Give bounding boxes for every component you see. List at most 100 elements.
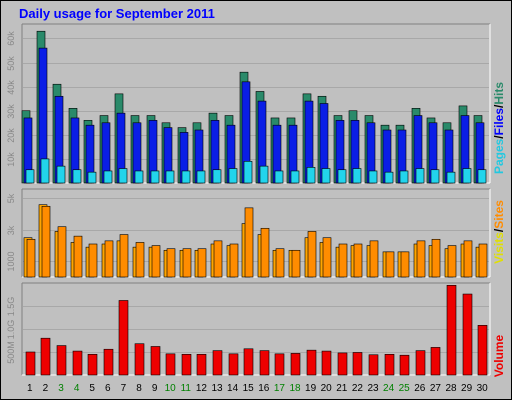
x-tick-label: 22 <box>352 383 364 394</box>
chart-title: Daily usage for September 2011 <box>19 6 215 21</box>
bar-sites <box>135 242 145 278</box>
bar-pages <box>430 169 440 184</box>
x-tick-label: 16 <box>258 383 270 394</box>
x-tick-label: 28 <box>445 383 457 394</box>
x-tick-label: 14 <box>227 383 239 394</box>
bar-volume <box>228 353 239 376</box>
bar-sites <box>119 234 129 278</box>
legend-volume: Volume <box>492 334 506 377</box>
bar-sites <box>26 238 36 278</box>
x-tick-label: 3 <box>58 383 64 394</box>
bar-volume <box>337 352 348 376</box>
bar-volume <box>212 350 223 376</box>
bar-pages <box>181 170 191 184</box>
bar-sites <box>260 227 270 278</box>
bar-volume <box>415 350 426 376</box>
bar-volume <box>430 347 441 376</box>
legend-entry: Hits <box>492 82 506 105</box>
x-tick-label: 30 <box>477 383 489 394</box>
x-tick-label: 20 <box>321 383 333 394</box>
bar-pages <box>150 170 160 184</box>
y-tick-label: 20k <box>6 128 16 143</box>
bar-sites <box>322 237 332 278</box>
y-tick-label: 10k <box>6 152 16 167</box>
bar-volume <box>118 300 129 376</box>
y-tick-label: 5k <box>6 193 16 203</box>
bar-volume <box>368 354 379 376</box>
bar-sites <box>307 231 317 278</box>
y-tick-label: 60k <box>6 31 16 46</box>
x-tick-label: 24 <box>383 383 395 394</box>
legend-entry: Sites <box>492 200 506 229</box>
x-tick-label: 8 <box>136 383 142 394</box>
bar-pages <box>462 168 472 184</box>
legend-entry: / <box>492 228 506 232</box>
x-tick-label: 10 <box>165 383 177 394</box>
bar-volume <box>87 353 98 376</box>
bar-sites <box>463 240 473 278</box>
bar-pages <box>196 170 206 184</box>
x-tick-label: 18 <box>289 383 301 394</box>
bar-volume <box>243 348 254 376</box>
bar-pages <box>321 168 331 184</box>
legend-hits-files-pages: Pages/Files/Hits <box>492 82 506 174</box>
bar-volume <box>134 343 145 376</box>
bar-sites <box>400 251 410 278</box>
y-tick-label: 3k <box>6 225 16 235</box>
legend-entry: / <box>492 104 506 108</box>
bar-pages <box>40 158 50 184</box>
bar-pages <box>415 168 425 184</box>
bar-volume <box>477 325 488 376</box>
y-tick-label: 1.0G <box>6 320 16 340</box>
bar-sites <box>57 226 67 278</box>
bar-sites <box>104 240 114 278</box>
x-tick-label: 5 <box>89 383 95 394</box>
legend-visits-sites: Visits/Sites <box>492 200 506 264</box>
bar-volume <box>321 350 332 376</box>
bar-sites <box>244 207 254 278</box>
bar-pages <box>352 168 362 184</box>
legend-entry: Files <box>492 108 506 136</box>
x-tick-label: 9 <box>152 383 158 394</box>
bar-sites <box>182 248 192 278</box>
bar-pages <box>306 167 316 184</box>
bar-volume <box>150 346 161 376</box>
bar-sites <box>166 248 176 278</box>
bar-sites <box>88 243 98 278</box>
bar-volume <box>56 345 67 376</box>
bar-sites <box>478 243 488 278</box>
bar-sites <box>369 240 379 278</box>
x-tick-label: 6 <box>105 383 111 394</box>
x-tick-label: 12 <box>196 383 208 394</box>
x-tick-label: 2 <box>43 383 49 394</box>
bar-pages <box>259 165 269 184</box>
bar-sites <box>73 235 83 278</box>
x-tick-label: 7 <box>121 383 127 394</box>
bar-volume <box>274 353 285 376</box>
bar-pages <box>384 171 394 184</box>
bar-sites <box>275 248 285 278</box>
bar-volume <box>25 351 36 376</box>
bar-volume <box>399 354 410 376</box>
x-tick-label: 25 <box>399 383 411 394</box>
y-tick-label: 40k <box>6 80 16 95</box>
bar-pages <box>134 170 144 184</box>
bar-sites <box>229 243 239 278</box>
bar-sites <box>197 248 207 278</box>
bar-pages <box>368 170 378 184</box>
bar-sites <box>431 238 441 278</box>
bar-volume <box>181 353 192 376</box>
bar-pages <box>72 169 82 184</box>
bar-volume <box>290 353 301 376</box>
x-tick-label: 23 <box>367 383 379 394</box>
bar-pages <box>477 169 487 184</box>
bar-volume <box>462 293 473 376</box>
x-tick-label: 13 <box>211 383 223 394</box>
bar-volume <box>446 284 457 376</box>
bar-volume <box>103 348 114 376</box>
y-tick-label: 50k <box>6 56 16 71</box>
x-tick-label: 1 <box>27 383 33 394</box>
bar-volume <box>165 353 176 376</box>
x-tick-label: 27 <box>430 383 442 394</box>
